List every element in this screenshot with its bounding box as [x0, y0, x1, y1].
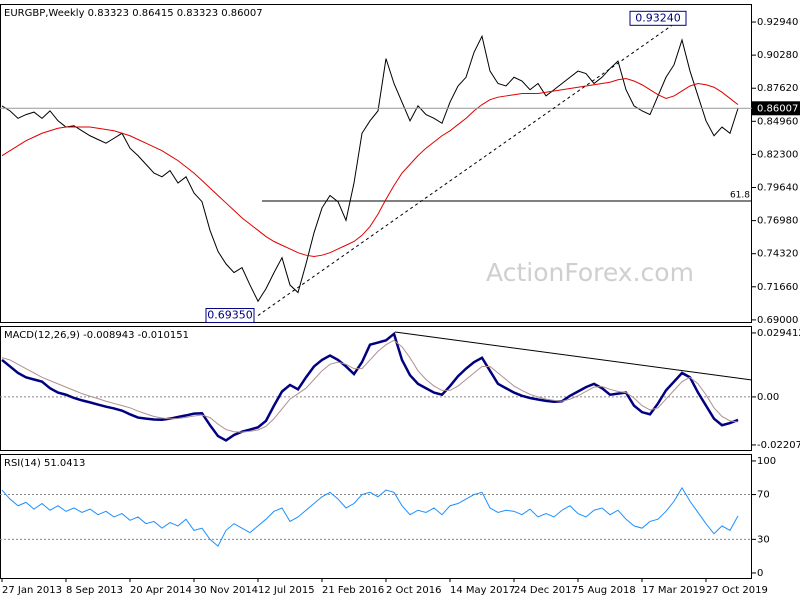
watermark: ActionForex.com: [486, 258, 694, 287]
fib-label: 61.8: [730, 191, 750, 201]
high-box: [629, 10, 687, 26]
x-tick-label: 14 May 2017: [450, 585, 515, 596]
y-tick-label: 100: [757, 456, 776, 467]
series-line: [1, 486, 739, 547]
y-tick-label: 0.90280: [757, 50, 798, 61]
x-tick-label: 17 Mar 2019: [642, 585, 705, 596]
y-tick-label: 0.029412: [757, 328, 800, 339]
macd-trendline: [394, 331, 753, 381]
rsi-panel: [0, 454, 752, 579]
y-tick-label: 0.76980: [757, 216, 798, 227]
x-tick-label: 21 Feb 2016: [322, 585, 384, 596]
y-tick-label: 0: [757, 568, 763, 579]
y-tick-label: -0.022074: [757, 440, 800, 451]
y-tick-label: 0.84960: [757, 116, 798, 127]
x-tick-label: 5 Aug 2018: [578, 585, 636, 596]
high-label: 0.93240: [635, 11, 681, 24]
panel-title: RSI(14) 51.0413: [4, 458, 85, 469]
price-panel: [0, 4, 752, 323]
trendline: [257, 17, 683, 316]
macd-panel: [0, 326, 752, 451]
x-tick-label: 12 Jul 2015: [258, 585, 315, 596]
y-tick-label: 70: [757, 490, 770, 501]
x-tick-label: 8 Sep 2013: [66, 585, 123, 596]
series-line: [1, 78, 739, 257]
last-price-box: [752, 101, 800, 116]
x-tick-label: 20 Apr 2014: [130, 585, 192, 596]
low-box: [205, 308, 255, 324]
low-label: 0.69350: [207, 309, 253, 322]
x-tick-label: 30 Nov 2014: [194, 585, 258, 596]
y-tick-label: 0.69000: [757, 315, 798, 326]
last-price-label: 0.86007: [757, 103, 798, 114]
series-line: [1, 34, 739, 303]
series-line: [1, 331, 739, 442]
x-tick-label: 27 Oct 2019: [706, 585, 768, 596]
panel-title: EURGBP,Weekly 0.83323 0.86415 0.83323 0.…: [4, 8, 263, 19]
x-tick-label: 27 Jan 2013: [2, 585, 62, 596]
y-tick-label: 0.74320: [757, 249, 798, 260]
y-tick-label: 0.82300: [757, 149, 798, 160]
series-line: [1, 339, 739, 433]
y-tick-label: 0.79640: [757, 183, 798, 194]
y-tick-label: 30: [757, 534, 770, 545]
y-tick-label: 0.92940: [757, 17, 798, 28]
x-tick-label: 24 Dec 2017: [514, 585, 578, 596]
x-tick-label: 2 Oct 2016: [386, 585, 441, 596]
panel-title: MACD(12,26,9) -0.008943 -0.010151: [4, 330, 189, 341]
y-tick-label: 0.87620: [757, 83, 798, 94]
y-tick-label: 0.00: [757, 392, 779, 403]
y-tick-label: 0.71660: [757, 282, 798, 293]
